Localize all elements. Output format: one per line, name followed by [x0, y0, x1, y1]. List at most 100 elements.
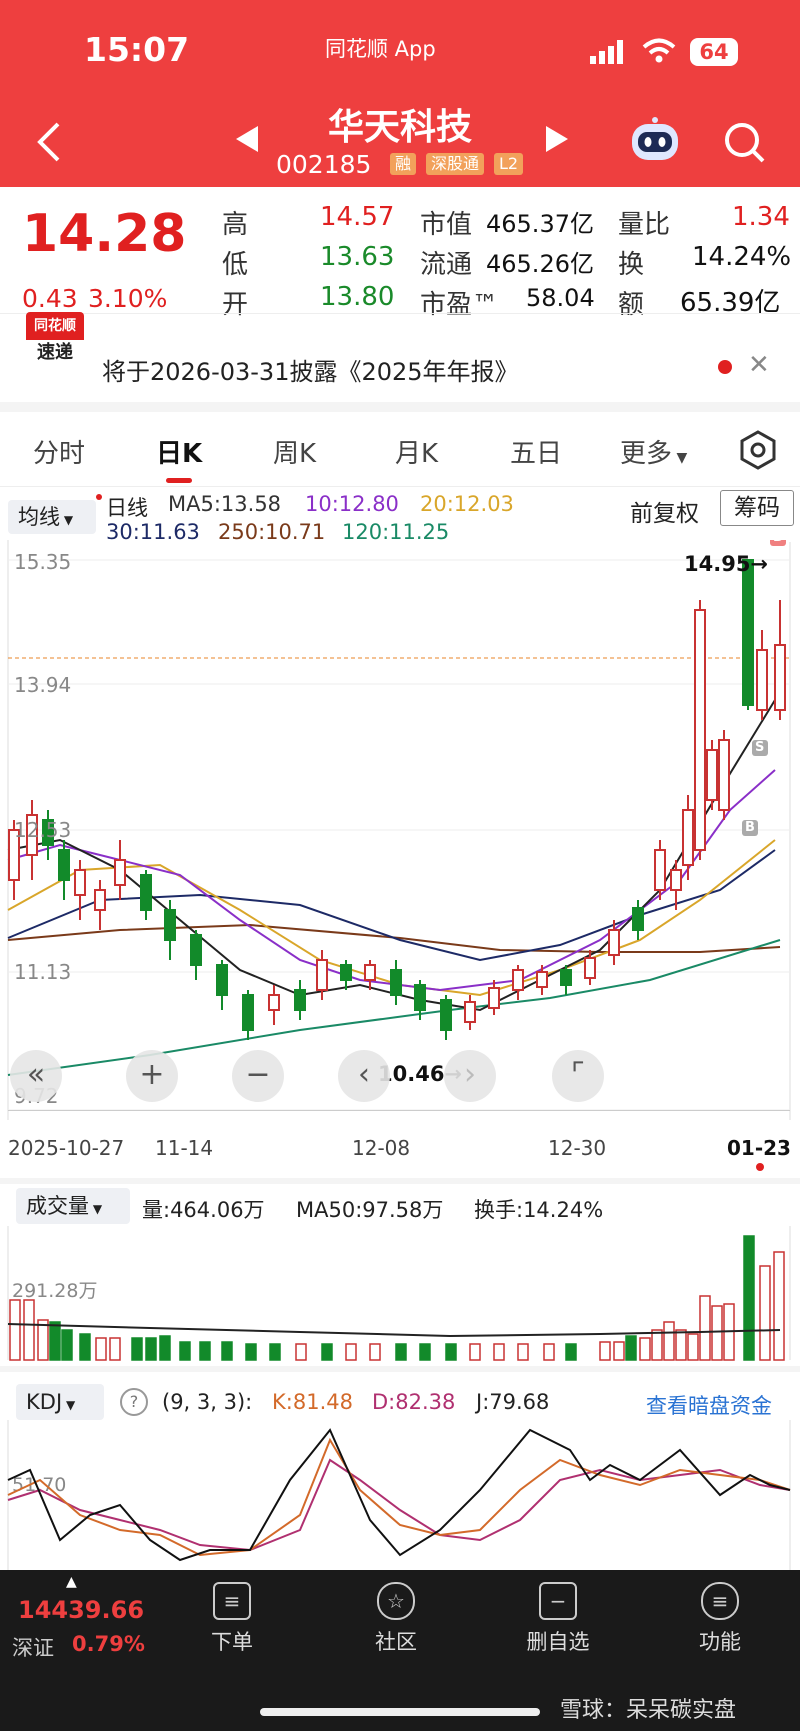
tab-bar [0, 410, 800, 487]
remove-watchlist-icon[interactable]: − [539, 1582, 577, 1620]
chips-button[interactable]: 筹码 [720, 490, 794, 526]
x-label-2: 11-14 [155, 1136, 214, 1160]
stock-name: 华天科技 [327, 107, 472, 148]
notice-dot [718, 360, 732, 374]
up-triangle-icon: ▲ [66, 1574, 77, 1590]
notice-bar[interactable] [0, 313, 800, 412]
price-change-pct: 3.10% [88, 284, 168, 313]
tag-connect: 深股通 [426, 153, 485, 175]
x-label-1: 2025-10-27 [8, 1136, 125, 1160]
caret-down-icon: ▼ [62, 1398, 76, 1412]
open-label: 开 [222, 290, 249, 320]
tab-weekly-k[interactable]: 周K [273, 439, 317, 469]
back-icon[interactable] [34, 120, 64, 168]
step-right-icon[interactable]: › [444, 1050, 496, 1102]
tab-monthly-k[interactable]: 月K [395, 439, 439, 469]
section-divider-2 [0, 1366, 800, 1372]
turnover-value: 14.24% [692, 242, 792, 272]
low-label: 低 [222, 250, 249, 280]
tab-five-day[interactable]: 五日 [510, 439, 563, 469]
prev-stock-icon[interactable] [236, 126, 258, 156]
buy-marker-2: B [745, 820, 755, 835]
next-stock-icon[interactable] [546, 126, 568, 156]
order-icon[interactable]: ≡ [213, 1582, 251, 1620]
index-pct: 0.79% [72, 1632, 145, 1656]
volume-turnover: 换手:14.24% [474, 1198, 604, 1222]
x-label-3: 12-08 [352, 1136, 411, 1160]
section-divider [0, 1178, 800, 1184]
tab-more[interactable]: 更多 ▼ [620, 433, 687, 470]
pe-value: 58.04 [526, 284, 595, 312]
adjust-label[interactable]: 前复权 [630, 501, 699, 527]
caret-down-icon: ▼ [672, 450, 688, 466]
nav-order[interactable]: 下单 [211, 1630, 253, 1654]
ma10-value: 10:12.80 [305, 492, 399, 516]
kline-chart[interactable] [0, 540, 800, 1140]
robot-icon[interactable] [628, 116, 682, 168]
tab-more-label: 更多 [620, 439, 673, 469]
tab-daily-k[interactable]: 日K [156, 439, 203, 469]
settings-hex-icon[interactable] [738, 430, 778, 474]
close-icon[interactable]: ✕ [748, 350, 770, 380]
ma120-value: 120:11.25 [342, 520, 450, 544]
kdj-select[interactable]: KDJ ▼ [16, 1384, 104, 1420]
notice-logo-top: 同花顺 [26, 312, 84, 340]
sell-marker-box [752, 740, 768, 756]
wifi-icon [642, 38, 676, 68]
ma20-value: 20:12.03 [420, 492, 514, 516]
x-label-4: 12-30 [548, 1136, 607, 1160]
nav-remove-watchlist[interactable]: 删自选 [526, 1630, 590, 1654]
index-value[interactable]: 14439.66 [18, 1596, 145, 1624]
low-value: 13.63 [320, 242, 395, 272]
notice-text[interactable]: 将于2026-03-31披露《2025年年报》 [102, 358, 519, 386]
kdj-select-label: KDJ [26, 1390, 63, 1414]
volume-chart[interactable] [0, 1226, 800, 1366]
index-name: 深证 [12, 1636, 54, 1660]
active-tab-indicator [166, 478, 192, 483]
nav-functions[interactable]: 功能 [699, 1630, 741, 1654]
search-icon[interactable] [722, 120, 766, 168]
notice-logo-bottom: 速递 [37, 342, 73, 363]
community-icon[interactable]: ☆ [377, 1582, 415, 1620]
dark-pool-link[interactable]: 查看暗盘资金 [646, 1394, 772, 1418]
signal-icon [590, 40, 630, 68]
x-current-dot [756, 1163, 764, 1171]
volume-select-label: 成交量 [26, 1194, 89, 1218]
volume-select[interactable]: 成交量 ▼ [16, 1188, 130, 1224]
volume-ratio-value: 1.34 [732, 202, 790, 232]
open-value: 13.80 [320, 282, 395, 312]
zoom-in-icon[interactable]: + [126, 1050, 178, 1102]
stock-code: 002185 [276, 150, 372, 179]
y-label-3: 12.53 [14, 818, 72, 842]
status-app-name: 同花顺 App [325, 37, 436, 61]
mktcap-label: 市值 [420, 210, 473, 240]
ma5-value: MA5:13.58 [168, 492, 282, 516]
ma-select[interactable]: 均线 ▼ [8, 500, 96, 534]
scroll-left-icon[interactable]: « [10, 1050, 62, 1102]
fullscreen-icon[interactable]: ⌜ [552, 1050, 604, 1102]
mktcap-value: 465.37亿 [486, 210, 594, 238]
volume-y-label: 291.28万 [12, 1280, 98, 1302]
x-axis-line [8, 1110, 790, 1111]
volume-value: 量:464.06万 [142, 1198, 265, 1222]
buy-marker-box-2 [742, 820, 758, 836]
kdj-k: K:81.48 [272, 1390, 353, 1414]
y-label-1: 15.35 [14, 550, 72, 574]
kdj-params: (9, 3, 3): [162, 1390, 253, 1414]
volume-ma50: MA50:97.58万 [296, 1198, 444, 1222]
turnover-label: 换 [618, 250, 645, 280]
kdj-chart[interactable] [0, 1420, 800, 1570]
buy-marker-box [770, 540, 786, 546]
menu-icon[interactable]: ≡ [701, 1582, 739, 1620]
zoom-out-icon[interactable]: − [232, 1050, 284, 1102]
current-price: 14.28 [22, 204, 187, 264]
nav-community[interactable]: 社区 [375, 1630, 417, 1654]
step-left-icon[interactable]: ‹ [338, 1050, 390, 1102]
ma-select-label: 均线 [18, 505, 60, 529]
high-label: 高 [222, 210, 249, 240]
y-label-4: 11.13 [14, 960, 72, 984]
home-indicator [260, 1708, 540, 1716]
help-icon[interactable]: ? [120, 1388, 148, 1416]
amount-label: 额 [618, 290, 645, 320]
tab-intraday[interactable]: 分时 [33, 439, 86, 469]
